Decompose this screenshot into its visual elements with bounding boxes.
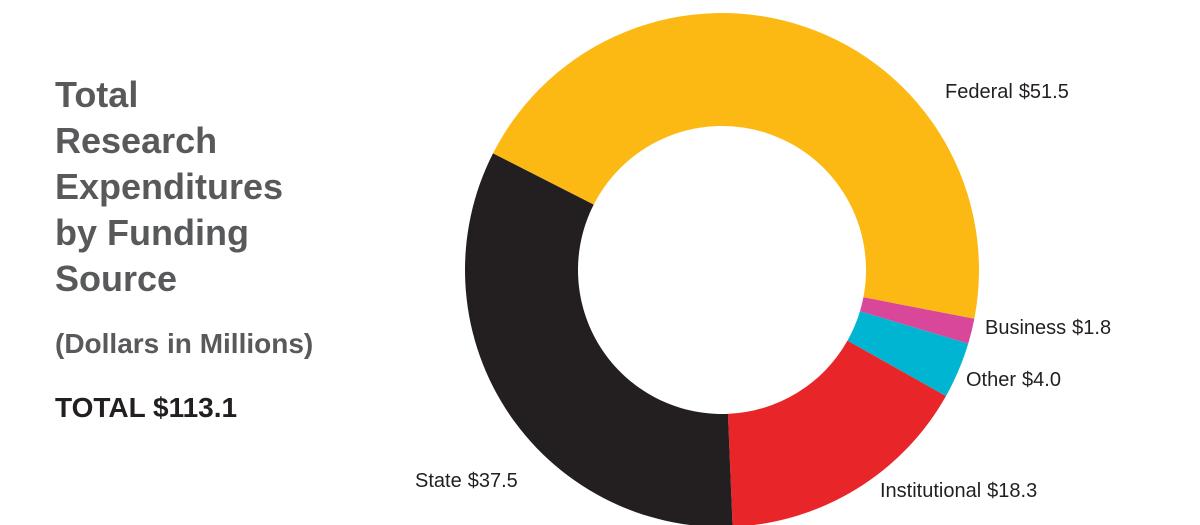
category-label: Other [966, 369, 1016, 391]
chart-title: Total Research Expenditures by Funding S… [55, 74, 284, 299]
category-label: Federal [945, 81, 1013, 103]
segment-label: State $37.5 [415, 470, 518, 492]
category-label: Institutional [880, 480, 981, 502]
category-label: State [415, 470, 462, 492]
segment-label: Business $1.8 [985, 317, 1111, 339]
value-label: $37.5 [468, 470, 518, 492]
value-label: $18.3 [987, 480, 1037, 502]
segment-label: Other $4.0 [966, 369, 1061, 391]
chart-subtitle: (Dollars in Millions) [55, 328, 314, 359]
segment-label: Federal $51.5 [945, 81, 1069, 103]
total-annotation: TOTAL $113.1 [55, 392, 238, 423]
donut-segment [465, 153, 733, 525]
value-label: $1.8 [1072, 317, 1111, 339]
value-label: $51.5 [1019, 81, 1069, 103]
donut-segment [493, 12, 979, 319]
donut-segment [859, 297, 975, 344]
donut-segment [847, 311, 969, 397]
segment-label: Institutional $18.3 [880, 480, 1037, 502]
value-label: $4.0 [1022, 369, 1061, 391]
category-label: Business [985, 317, 1066, 339]
donut-segment [727, 340, 946, 525]
